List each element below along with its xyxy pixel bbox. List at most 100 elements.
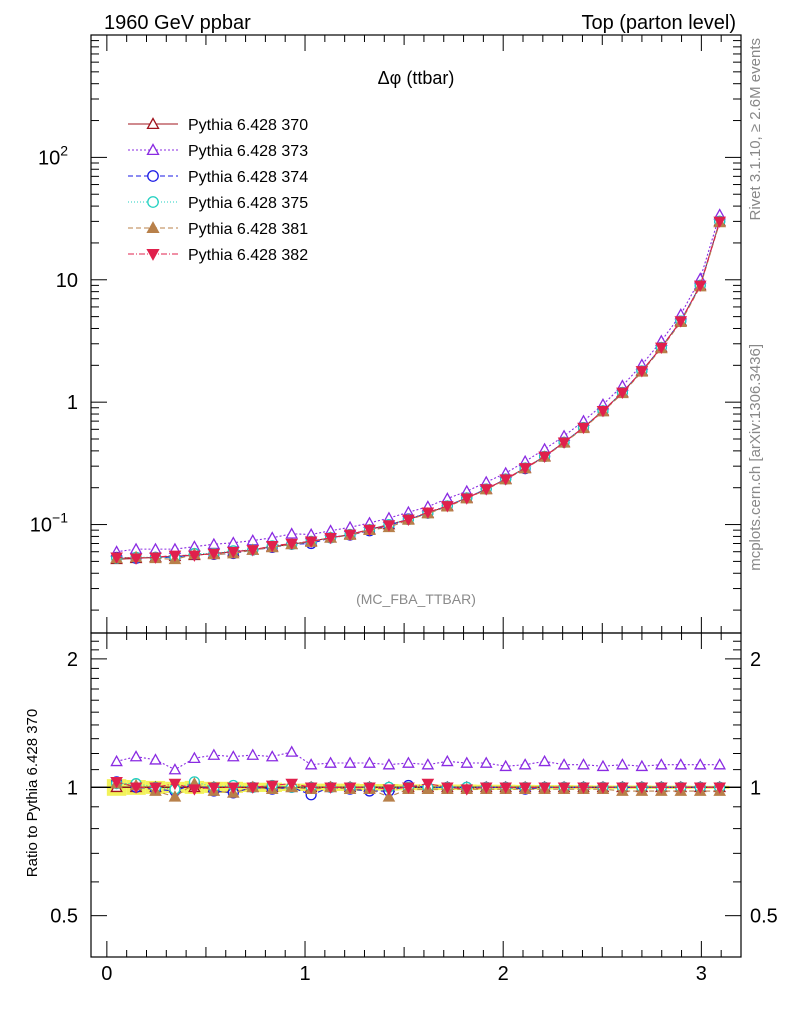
data-point-marker xyxy=(479,484,493,496)
data-point-marker xyxy=(499,782,512,794)
data-point-marker xyxy=(635,366,649,378)
data-point-marker xyxy=(596,782,610,794)
data-point-marker xyxy=(518,782,532,794)
data-point-marker xyxy=(674,758,688,770)
data-point-marker xyxy=(110,552,123,564)
data-point-marker xyxy=(596,759,610,772)
legend-marker-s375 xyxy=(147,196,159,208)
data-point-marker xyxy=(363,782,376,794)
data-point-marker xyxy=(518,463,532,475)
series-line-s375 xyxy=(116,221,721,559)
data-point-marker xyxy=(655,782,668,794)
data-point-marker xyxy=(616,758,629,770)
data-point-marker xyxy=(596,405,610,418)
series-s374 xyxy=(110,215,726,564)
main-y-tick-label-exponent: −1 xyxy=(52,510,68,526)
legend-marker-s382 xyxy=(146,248,160,261)
analysis-label: (MC_FBA_TTBAR) xyxy=(356,591,476,607)
data-point-marker xyxy=(402,514,415,527)
data-point-marker xyxy=(674,316,688,328)
data-point-marker xyxy=(421,507,435,519)
data-point-marker xyxy=(616,782,629,794)
data-point-marker xyxy=(441,754,454,767)
legend-label-s374: Pythia 6.428 374 xyxy=(188,169,308,186)
data-point-marker xyxy=(149,753,162,765)
data-point-marker xyxy=(168,550,182,562)
main-y-tick-label: 10−1 xyxy=(30,510,68,537)
x-tick-label: 3 xyxy=(696,963,707,985)
main-y-tick-label-base: 10 xyxy=(30,515,52,537)
data-point-marker xyxy=(265,541,279,553)
ratio-y-tick-label-left: 0.5 xyxy=(50,906,78,928)
data-point-marker xyxy=(479,782,493,794)
data-point-marker xyxy=(304,536,318,548)
legend: Pythia 6.428 370 Pythia 6.428 373 Pythia 6… xyxy=(128,117,308,264)
data-point-marker xyxy=(382,520,396,532)
data-point-marker xyxy=(557,758,571,770)
data-point-marker xyxy=(479,756,493,768)
ratio-plot-frame xyxy=(90,632,742,958)
data-point-marker xyxy=(149,782,162,794)
data-point-marker xyxy=(382,784,396,796)
data-point-marker xyxy=(693,782,707,794)
data-point-marker xyxy=(460,493,474,505)
legend-label-s381: Pythia 6.428 381 xyxy=(188,221,308,238)
data-point-marker xyxy=(538,754,551,767)
data-point-marker xyxy=(188,784,201,796)
ratio-y-axis-label: Ratio to Pythia 6.428 370 xyxy=(24,709,41,877)
data-point-marker xyxy=(635,759,649,772)
series-line-s382 xyxy=(116,221,721,559)
data-point-marker xyxy=(421,758,435,770)
data-point-marker xyxy=(577,782,590,794)
legend-marker-s373 xyxy=(146,143,160,156)
data-point-marker xyxy=(402,756,415,768)
data-point-marker xyxy=(207,548,221,561)
data-point-marker xyxy=(713,782,727,794)
data-point-marker xyxy=(635,782,649,794)
data-point-marker xyxy=(285,527,298,539)
data-point-marker xyxy=(499,759,512,772)
ratio-tick-layer: 0.5 0.5 1 1 2 2 0 1 2 3 xyxy=(50,632,778,985)
data-point-marker xyxy=(713,216,727,228)
legend-marker-s381 xyxy=(146,221,160,234)
ratio-line-s373 xyxy=(116,751,720,771)
data-point-marker xyxy=(168,763,182,775)
data-point-marker xyxy=(538,782,551,794)
data-point-marker xyxy=(577,422,590,435)
data-point-marker xyxy=(693,758,707,770)
data-point-marker xyxy=(557,437,571,449)
rivet-side-label: Rivet 3.1.10, ≥ 2.6M events xyxy=(747,38,764,221)
data-point-marker xyxy=(246,748,260,760)
ratio-y-tick-label-left: 1 xyxy=(67,777,78,799)
data-point-marker xyxy=(363,756,376,768)
data-point-marker xyxy=(304,782,318,794)
data-point-marker xyxy=(693,280,707,292)
series-s381 xyxy=(110,215,727,565)
data-point-marker xyxy=(285,778,298,791)
data-point-marker xyxy=(227,546,240,559)
ratio-series-s373 xyxy=(110,745,727,775)
data-point-marker xyxy=(713,758,727,770)
legend-label-s382: Pythia 6.428 382 xyxy=(188,247,308,264)
header-left: 1960 GeV ppbar xyxy=(104,12,251,34)
data-point-marker xyxy=(382,790,396,802)
data-point-marker xyxy=(343,782,357,794)
data-point-marker xyxy=(460,756,474,768)
series-s375 xyxy=(110,215,726,564)
main-series-layer xyxy=(110,208,727,565)
header-right: Top (parton level) xyxy=(581,12,736,34)
data-point-marker xyxy=(246,782,260,794)
data-point-marker xyxy=(441,501,454,513)
data-point-marker xyxy=(285,745,298,757)
data-point-marker xyxy=(460,784,474,796)
main-y-tick-label-base: 10 xyxy=(38,147,60,169)
legend-marker-s370 xyxy=(146,117,160,130)
legend-marker-s374 xyxy=(147,170,159,182)
data-point-marker xyxy=(343,529,357,541)
data-point-marker xyxy=(518,758,532,770)
data-point-marker xyxy=(421,778,435,791)
series-line-s373 xyxy=(116,214,721,553)
